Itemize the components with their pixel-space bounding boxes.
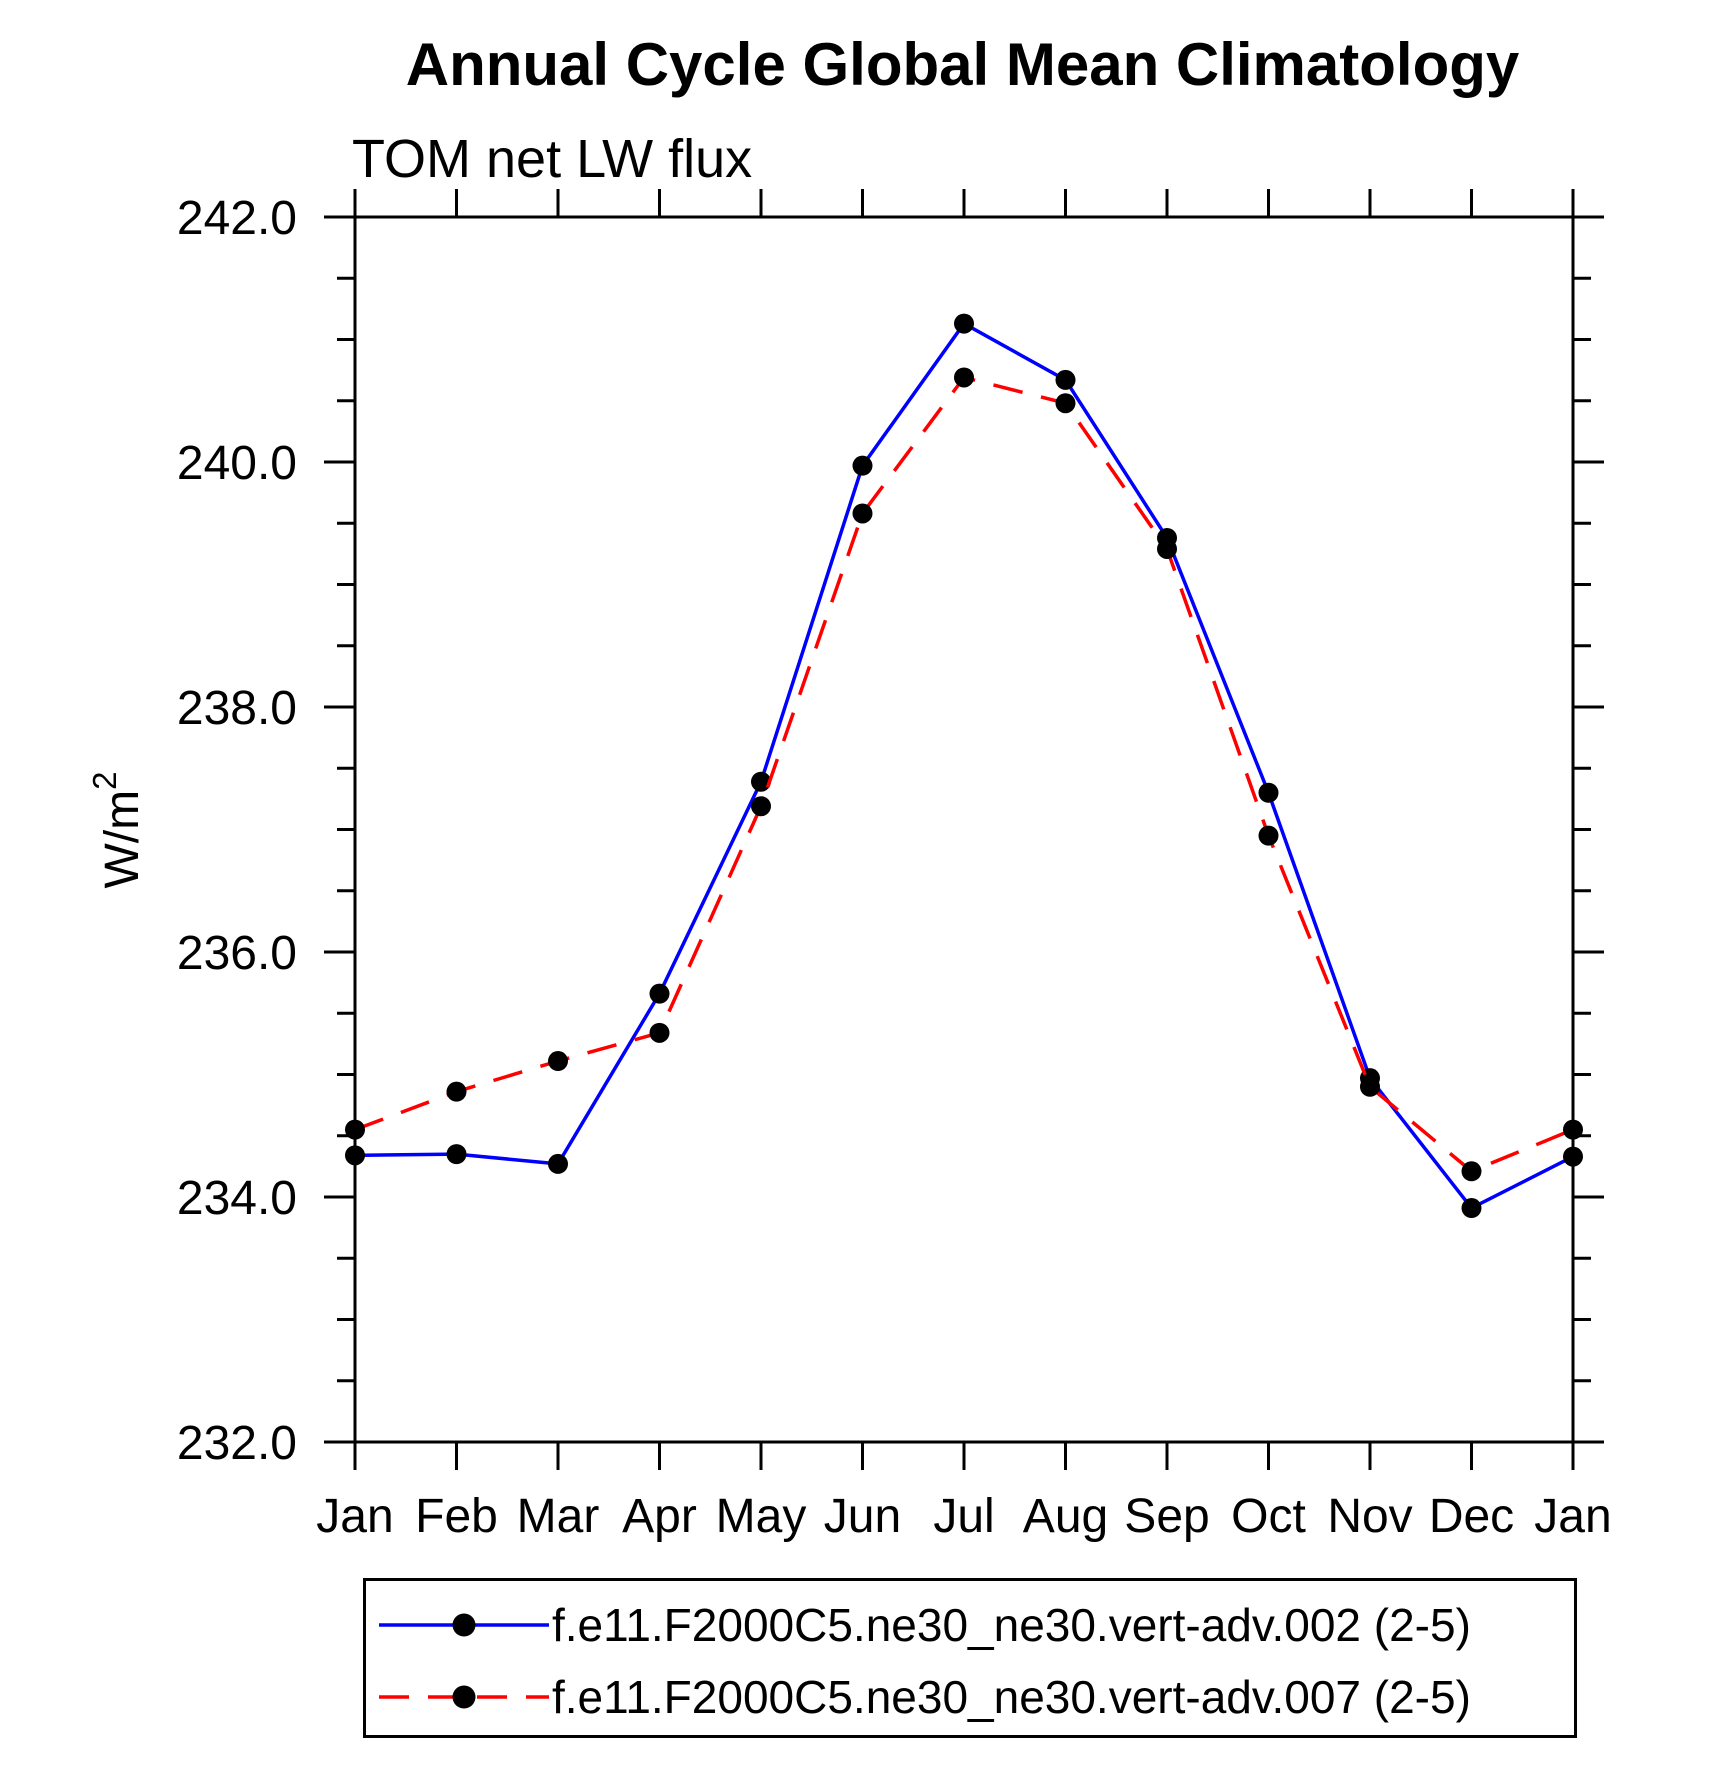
series-marker-0 <box>649 983 670 1004</box>
y-tick-label: 236.0 <box>177 927 297 980</box>
x-tick-label: Sep <box>1124 1490 1209 1543</box>
series-marker-1 <box>649 1022 670 1043</box>
series-marker-0 <box>1258 782 1279 803</box>
x-tick-label: Jun <box>824 1490 901 1543</box>
series-line-0 <box>354 321 1574 1211</box>
series-marker-1 <box>852 503 873 524</box>
legend-label-series-002: f.e11.F2000C5.ne30_ne30.vert-adv.002 (2-… <box>552 1599 1471 1651</box>
series-marker-1 <box>1258 825 1279 846</box>
series-marker-0 <box>954 313 974 334</box>
legend-item-series-002: f.e11.F2000C5.ne30_ne30.vert-adv.002 (2-… <box>372 1599 1471 1651</box>
y-tick-label: 240.0 <box>177 437 297 490</box>
series-marker-0 <box>1055 369 1076 390</box>
x-tick-label: Feb <box>415 1490 498 1543</box>
legend-swatch-series-002 <box>379 1613 549 1637</box>
series-marker-0 <box>852 455 873 476</box>
x-tick-label: Nov <box>1327 1490 1412 1543</box>
legend-swatch-series-007 <box>379 1685 549 1709</box>
y-tick-label: 242.0 <box>177 192 297 245</box>
series-marker-0 <box>548 1153 568 1174</box>
series-marker-1 <box>1157 538 1177 559</box>
x-tick-label: May <box>716 1490 807 1543</box>
series-marker-0 <box>1563 1146 1583 1167</box>
series-marker-1 <box>446 1081 467 1102</box>
x-tick-label: Dec <box>1429 1490 1514 1543</box>
x-tick-label: Apr <box>622 1490 697 1543</box>
series-marker-0 <box>1461 1198 1482 1219</box>
series-marker-1 <box>345 1119 365 1140</box>
legend-box: f.e11.F2000C5.ne30_ne30.vert-adv.002 (2-… <box>363 1578 1577 1738</box>
series-marker-1 <box>1360 1076 1380 1097</box>
x-tick-label: Jul <box>933 1490 994 1543</box>
plot-frame <box>353 215 1575 1444</box>
y-tick-label: 234.0 <box>177 1172 297 1225</box>
x-tick-label: Jan <box>1534 1490 1611 1543</box>
chart-subtitle: TOM net LW flux <box>352 129 753 189</box>
x-tick-label: Oct <box>1231 1490 1306 1543</box>
series-marker-1 <box>1055 393 1076 414</box>
x-tick-label: Mar <box>517 1490 600 1543</box>
y-tick-label: 238.0 <box>177 682 297 735</box>
plot-area: 232.0 234.0 236.0 238.0 240.0 242.0 Jan Feb Mar A… <box>177 189 1612 1543</box>
series-marker-1 <box>751 796 771 817</box>
series-line-1 <box>354 375 1574 1174</box>
series-marker-0 <box>345 1145 365 1166</box>
legend-marker-sample <box>452 1613 476 1637</box>
x-tick-label: Aug <box>1023 1490 1108 1543</box>
legend-label-series-007: f.e11.F2000C5.ne30_ne30.vert-adv.007 (2-… <box>552 1671 1471 1723</box>
series-marker-1 <box>1563 1119 1583 1140</box>
series-marker-0 <box>446 1144 467 1165</box>
series-marker-1 <box>548 1051 568 1072</box>
x-tick-label: Jan <box>316 1490 393 1543</box>
y-tick-label: 232.0 <box>177 1417 297 1470</box>
series-marker-1 <box>954 367 974 388</box>
series-marker-1 <box>1461 1161 1482 1182</box>
chart-title: Annual Cycle Global Mean Climatology <box>405 31 1520 98</box>
legend-item-series-007: f.e11.F2000C5.ne30_ne30.vert-adv.007 (2-… <box>372 1671 1471 1723</box>
legend-marker-sample <box>452 1685 476 1709</box>
